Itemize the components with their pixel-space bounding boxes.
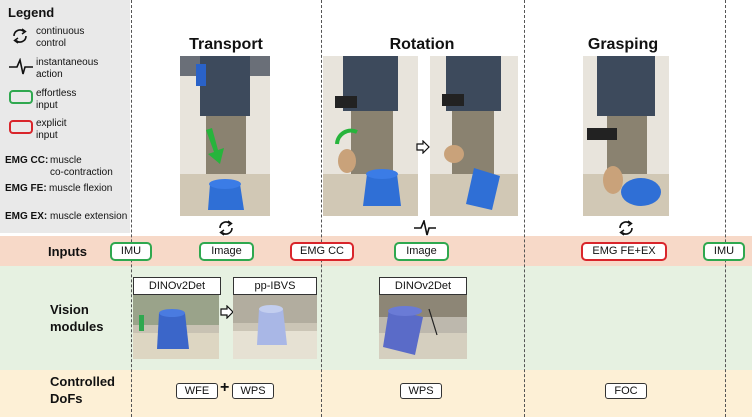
- vision-band: [0, 266, 752, 370]
- separator-line: [321, 0, 322, 417]
- row-label-vision: Vision modules: [50, 302, 104, 334]
- dof-wps-transport: WPS: [232, 383, 274, 399]
- input-imu-right: IMU: [703, 242, 745, 261]
- vision-module-dinov2det-1: DINOv2Det: [133, 277, 221, 295]
- input-emg-fe-ex: EMG FE+EX: [581, 242, 667, 261]
- explicit-box-icon: [9, 120, 33, 134]
- vision-image-dinov2det-1: [133, 295, 219, 359]
- cycle-icon: [219, 220, 233, 236]
- legend-emg-cc-abbr: EMG CC:: [5, 155, 49, 166]
- vision-image-dinov2det-2: [379, 295, 467, 359]
- dof-wfe: WFE: [176, 383, 218, 399]
- phase-title-transport: Transport: [189, 36, 263, 53]
- legend-emg-ex-abbr: EMG EX:: [5, 211, 48, 222]
- arrow-right-icon: [220, 305, 234, 319]
- separator-line: [725, 0, 726, 417]
- legend-continuous-text: continuous control: [36, 26, 85, 49]
- legend-instantaneous-text: instantaneous action: [36, 57, 99, 80]
- input-image-transport: Image: [199, 242, 254, 261]
- phase-title-grasping: Grasping: [587, 36, 659, 53]
- input-imu-left: IMU: [110, 242, 152, 261]
- legend-emg-fe-abbr: EMG FE:: [5, 183, 47, 194]
- rotation-photo-before: [323, 56, 418, 216]
- legend-effortless-text: effortless input: [36, 88, 77, 111]
- legend-title: Legend: [8, 5, 55, 20]
- separator-line: [131, 0, 132, 417]
- legend-emg-ex-desc: muscle extension: [50, 211, 128, 222]
- dof-foc: FOC: [605, 383, 647, 399]
- effortless-box-icon: [9, 90, 33, 104]
- legend-explicit-text: explicit input: [36, 118, 67, 141]
- legend-panel: Legend continuous control instantaneous …: [0, 0, 130, 233]
- grasping-photo: [583, 56, 669, 216]
- cycle-icon: [13, 28, 27, 44]
- spike-icon: [9, 58, 33, 75]
- vision-module-pp-ibvs: pp-IBVS: [233, 277, 317, 295]
- vision-module-dinov2det-2: DINOv2Det: [379, 277, 467, 295]
- input-image-rotation: Image: [394, 242, 449, 261]
- spike-icon: [414, 220, 436, 236]
- legend-emg-fe-desc: muscle flexion: [49, 183, 113, 194]
- legend-emg-cc-desc: muscle co-contraction: [50, 155, 113, 178]
- cycle-icon: [619, 220, 633, 236]
- row-label-dofs: Controlled DoFs: [50, 374, 115, 406]
- arrow-right-icon: [416, 140, 430, 154]
- phase-title-rotation: Rotation: [389, 36, 455, 53]
- separator-line: [524, 0, 525, 417]
- vision-image-pp-ibvs: [233, 295, 317, 359]
- rotation-photo-after: [430, 56, 518, 216]
- input-emg-cc: EMG CC: [290, 242, 354, 261]
- transport-photo: [180, 56, 270, 216]
- row-label-inputs: Inputs: [48, 244, 87, 259]
- dof-plus-sign: +: [220, 379, 230, 396]
- dof-wps-rotation: WPS: [400, 383, 442, 399]
